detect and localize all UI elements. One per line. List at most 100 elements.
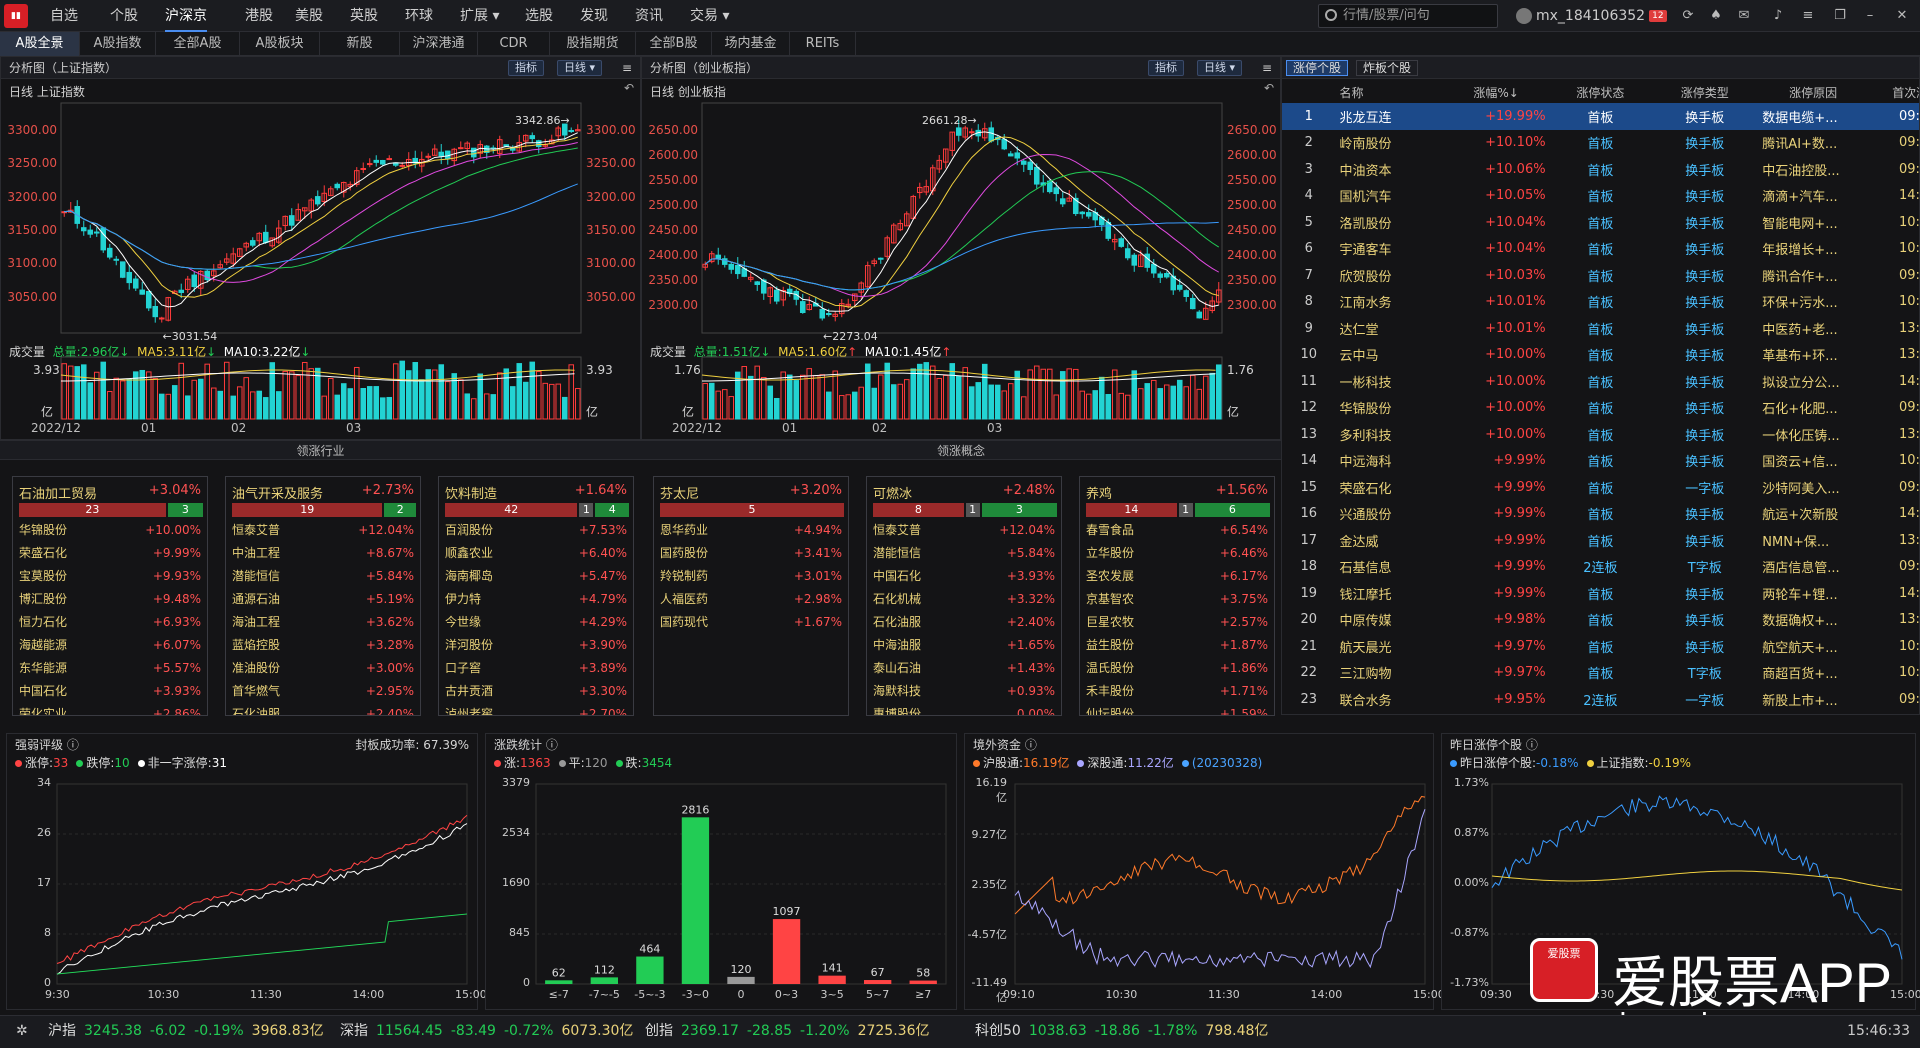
sector-stock-row[interactable]: 海默科技 +0.93%: [873, 680, 1055, 703]
sector-stock-row[interactable]: 海油工程 +3.62%: [232, 611, 414, 634]
info-icon[interactable]: ⓘ: [545, 738, 558, 752]
index-quote-kc[interactable]: 科创50 1038.63 -18.86 -1.78% 798.48亿: [975, 1016, 1268, 1046]
sector-stock-row[interactable]: 荣化实业 +2.86%: [19, 703, 201, 715]
sector-stock-row[interactable]: 石化油服 +2.40%: [873, 611, 1055, 634]
sector-stock-row[interactable]: 洋河股份 +3.90%: [445, 634, 627, 657]
menu-icon[interactable]: ≡: [1802, 8, 1814, 23]
sector-stock-row[interactable]: 宝莫股份 +9.93%: [19, 565, 201, 588]
nav-item-4[interactable]: 美股: [295, 8, 323, 24]
sector-stock-row[interactable]: 春雪食品 +6.54%: [1086, 519, 1268, 542]
sector-stock-row[interactable]: 今世缘 +4.29%: [445, 611, 627, 634]
sector-stock-row[interactable]: 中国石化 +3.93%: [19, 680, 201, 703]
nav-item-9[interactable]: 发现: [580, 8, 608, 24]
sector-stock-row[interactable]: 恒泰艾普 +12.04%: [232, 519, 414, 542]
column-header[interactable]: 涨停状态: [1576, 85, 1625, 100]
sector-stock-row[interactable]: 禾丰股份 +1.71%: [1086, 680, 1268, 703]
mail-icon[interactable]: ✉: [1738, 8, 1750, 23]
sector-stock-row[interactable]: 顺鑫农业 +6.40%: [445, 542, 627, 565]
sector-stock-row[interactable]: 海越能源 +6.07%: [19, 634, 201, 657]
subtab-7[interactable]: 股指期货: [550, 32, 636, 56]
nav-item-3[interactable]: 港股: [245, 8, 273, 24]
indicator-button[interactable]: 指标: [1148, 60, 1184, 76]
sector-card[interactable]: 可燃冰 +2.48% 8 1 3 恒泰艾普 +12.04% 潜能恒信 +5.84% 中国石化 +3.…: [866, 476, 1062, 716]
column-header[interactable]: 首次涨停时间: [1892, 85, 1919, 100]
sector-stock-row[interactable]: 准油股份 +3.00%: [232, 657, 414, 680]
subtab-8[interactable]: 全部B股: [636, 32, 712, 56]
gem-kline-chart[interactable]: 2661.28→ ←2273.04: [701, 102, 1223, 343]
nav-item-11[interactable]: 交易 ▾: [690, 8, 730, 24]
restore-icon[interactable]: ❐: [1834, 8, 1846, 23]
index-quote-cy[interactable]: 创指 2369.17 -28.85 -1.20% 2725.36亿: [645, 1016, 929, 1046]
limit-tab-1[interactable]: 炸板个股: [1356, 60, 1419, 76]
search-input[interactable]: 行情/股票/问句: [1318, 4, 1498, 28]
sector-stock-row[interactable]: 京基智农 +3.75%: [1086, 588, 1268, 611]
subtab-2[interactable]: 全部A股: [156, 32, 240, 56]
sector-card[interactable]: 养鸡 +1.56% 14 1 6 春雪食品 +6.54% 立华股份 +6.46% 圣农发展 +6.1…: [1079, 476, 1275, 716]
sector-stock-row[interactable]: 立华股份 +6.46%: [1086, 542, 1268, 565]
back-icon[interactable]: ↶: [623, 81, 634, 95]
sector-stock-row[interactable]: 羚锐制药 +3.01%: [660, 565, 842, 588]
nav-item-6[interactable]: 环球: [405, 8, 433, 24]
column-header[interactable]: 涨停类型: [1680, 85, 1729, 100]
nav-item-8[interactable]: 选股: [525, 8, 553, 24]
nav-item-10[interactable]: 资讯: [635, 8, 663, 24]
sector-stock-row[interactable]: 博汇股份 +9.48%: [19, 588, 201, 611]
sector-stock-row[interactable]: 恩华药业 +4.94%: [660, 519, 842, 542]
column-header[interactable]: 名称: [1339, 85, 1364, 100]
sector-stock-row[interactable]: 人福医药 +2.98%: [660, 588, 842, 611]
sector-stock-row[interactable]: 益生股份 +1.87%: [1086, 634, 1268, 657]
sector-stock-row[interactable]: 圣农发展 +6.17%: [1086, 565, 1268, 588]
info-icon[interactable]: ⓘ: [66, 738, 79, 752]
subtab-10[interactable]: REITs: [790, 32, 856, 56]
subtab-1[interactable]: A股指数: [80, 32, 156, 56]
info-icon[interactable]: ⓘ: [1525, 738, 1538, 752]
minimize-icon[interactable]: –: [1866, 8, 1874, 23]
index-quote-sz[interactable]: 深指 11564.45 -83.49 -0.72% 6073.30亿: [340, 1016, 633, 1046]
subtab-9[interactable]: 场内基金: [712, 32, 790, 56]
info-icon[interactable]: ⓘ: [1024, 738, 1037, 752]
subtab-4[interactable]: 新股: [320, 32, 400, 56]
sector-stock-row[interactable]: 泸州老窖 +2.70%: [445, 703, 627, 715]
indicator-button[interactable]: 指标: [508, 60, 544, 76]
sector-stock-row[interactable]: 潜能恒信 +5.84%: [873, 542, 1055, 565]
sector-stock-row[interactable]: 百润股份 +7.53%: [445, 519, 627, 542]
menu-icon[interactable]: ≡: [621, 61, 632, 75]
sector-stock-row[interactable]: 通源石油 +5.19%: [232, 588, 414, 611]
close-icon[interactable]: ✕: [1896, 8, 1908, 23]
column-header[interactable]: 涨幅%↓: [1473, 85, 1519, 100]
sector-card[interactable]: 油气开采及服务 +2.73% 19 2 恒泰艾普 +12.04% 中油工程 +8.67% 潜能恒…: [225, 476, 421, 716]
settings-icon[interactable]: ✲: [16, 1023, 28, 1039]
sector-stock-row[interactable]: 泰山石油 +1.43%: [873, 657, 1055, 680]
sector-card[interactable]: 芬太尼 +3.20% 5 恩华药业 +4.94% 国药股份 +3.41% 羚锐制药 +3.01%…: [653, 476, 849, 716]
nav-item-1[interactable]: 个股: [110, 8, 138, 24]
menu-icon[interactable]: ≡: [1261, 61, 1272, 75]
sh-kline-chart[interactable]: 3342.86→ ←3031.54: [60, 102, 582, 343]
nav-item-2[interactable]: 沪深京: [165, 0, 207, 32]
back-icon[interactable]: ↶: [1263, 81, 1274, 95]
shirt-icon[interactable]: ♠: [1710, 8, 1722, 23]
column-header[interactable]: [1282, 81, 1336, 103]
sector-stock-row[interactable]: 石化机械 +3.32%: [873, 588, 1055, 611]
sector-stock-row[interactable]: 潜能恒信 +5.84%: [232, 565, 414, 588]
sector-stock-row[interactable]: 古井贡酒 +3.30%: [445, 680, 627, 703]
sector-stock-row[interactable]: 伊力特 +4.79%: [445, 588, 627, 611]
sector-stock-row[interactable]: 蓝焰控股 +3.28%: [232, 634, 414, 657]
user-account[interactable]: mx_184106352 12: [1516, 0, 1667, 32]
sector-stock-row[interactable]: 华锦股份 +10.00%: [19, 519, 201, 542]
sector-stock-row[interactable]: 口子窖 +3.89%: [445, 657, 627, 680]
